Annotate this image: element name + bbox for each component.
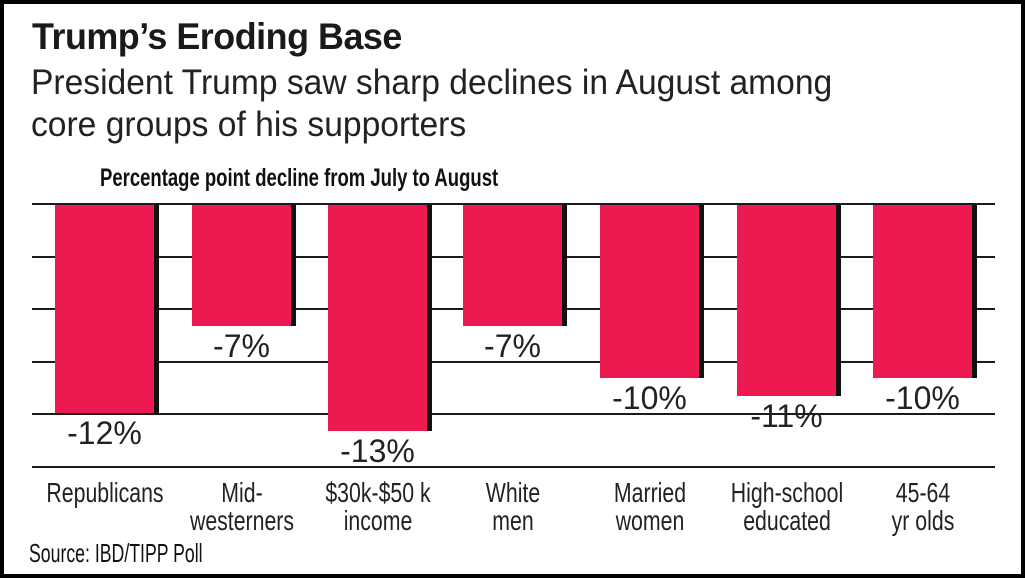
axis-note: Percentage point decline from July to Au… <box>100 164 499 192</box>
bar-value-label: -10% <box>612 380 687 417</box>
bar-value-label: -10% <box>885 380 960 417</box>
bar-shadow <box>154 205 159 414</box>
gridline <box>32 413 995 416</box>
source-note: Source: IBD/TIPP Poll <box>29 538 203 568</box>
category-label: 45-64 yr olds <box>891 477 954 536</box>
category-label: $30k-$50 k income <box>324 477 431 536</box>
chart-title: Trump’s Eroding Base <box>32 16 402 57</box>
gridline <box>32 203 995 205</box>
bar <box>328 205 427 431</box>
bar-value-label: -7% <box>213 327 270 364</box>
bar-shadow <box>291 205 296 326</box>
gridline <box>32 466 995 468</box>
bar <box>55 205 154 414</box>
chart-subtitle: President Trump saw sharp declines in Au… <box>31 63 833 144</box>
bar-shadow <box>699 205 704 379</box>
bar-shadow <box>562 205 567 326</box>
category-label: High-school educated <box>730 477 843 536</box>
bar-value-label: -11% <box>750 397 823 434</box>
bar <box>737 205 836 396</box>
bar <box>873 205 972 379</box>
bar-value-label: -12% <box>67 415 142 452</box>
bar-shadow <box>836 205 841 396</box>
bar-shadow <box>972 205 977 379</box>
category-label: White men <box>485 477 540 536</box>
bar-value-label: -7% <box>484 327 541 364</box>
bar-value-label: -13% <box>340 432 415 469</box>
bar <box>600 205 699 379</box>
category-label: Married women <box>613 477 686 536</box>
bar-shadow <box>427 205 432 431</box>
category-label: Mid- westerners <box>189 477 294 536</box>
bar <box>463 205 562 326</box>
gridline <box>32 360 995 363</box>
bar <box>192 205 291 326</box>
category-label: Republicans <box>45 477 164 508</box>
